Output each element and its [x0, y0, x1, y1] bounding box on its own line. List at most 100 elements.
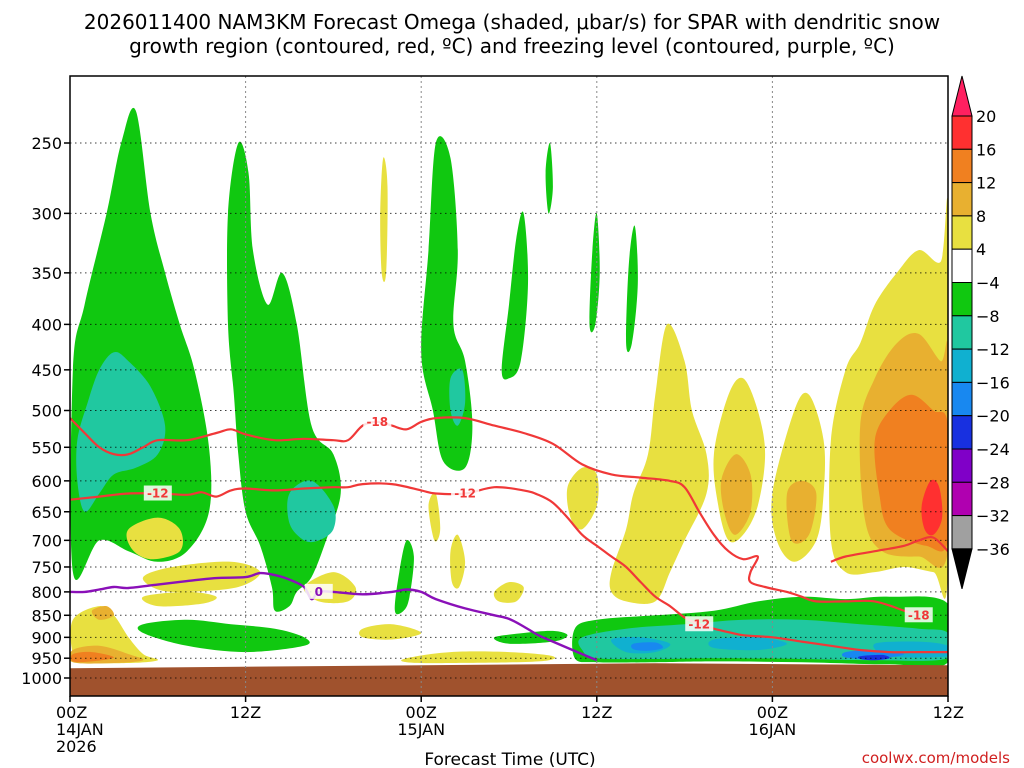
omega-region--8-3	[394, 539, 414, 615]
x-tick-label-12-1: 12Z	[230, 703, 261, 722]
contour-label-5: 0	[315, 585, 323, 599]
colorbar-swatch-6	[951, 282, 973, 317]
plot-frame	[69, 75, 949, 697]
colorbar-label-8: −16	[976, 373, 1010, 392]
credit-link[interactable]: coolwx.com/models	[862, 749, 1010, 767]
colorbar-label-6: −8	[976, 307, 1000, 326]
contour-label-bg-3	[685, 616, 714, 632]
contour-label-bg-2	[451, 485, 480, 501]
x-tick-label-48-1: 00Z	[757, 703, 788, 722]
contour-label-1: -12	[147, 487, 169, 501]
omega-region-8-37	[720, 454, 753, 535]
omega-region--12-11	[76, 352, 166, 513]
omega-region-4-31	[493, 581, 524, 603]
colorbar-label-12: −32	[976, 507, 1010, 526]
x-tick-label-24-1: 00Z	[406, 703, 437, 722]
omega-region-8-38	[786, 480, 817, 544]
colorbar-swatch-4	[951, 215, 973, 250]
dgz-contour-segment-2	[830, 535, 948, 563]
contour-label-3: -12	[688, 617, 710, 631]
y-tick-label-700: 700	[31, 531, 62, 550]
contour-label-bg-4	[904, 607, 933, 623]
y-tick-label-650: 650	[31, 503, 62, 522]
surface-terrain	[70, 663, 948, 696]
colorbar-label-9: −20	[976, 407, 1010, 426]
contour-label-0: -18	[366, 415, 388, 429]
contour-label-bg-1	[143, 485, 172, 501]
y-axis-ticks: 250 300 350 400 450 500 550 600 650 700 750 800 850 9…	[21, 134, 70, 688]
omega-shading	[70, 107, 948, 668]
plot-border	[69, 75, 949, 697]
omega-region-4-21	[126, 517, 183, 560]
colorbar-label-5: −4	[976, 274, 1000, 293]
y-tick-label-550: 550	[31, 438, 62, 457]
contour-label-2: -12	[454, 487, 476, 501]
x-tick-label-0-3: 2026	[56, 737, 97, 756]
y-tick-label-900: 900	[31, 628, 62, 647]
x-axis-label: Forecast Time (UTC)	[424, 750, 595, 768]
y-tick-label-750: 750	[31, 558, 62, 577]
colorbar-swatch-11	[951, 448, 973, 483]
colorbar-label-1: 16	[976, 140, 996, 159]
x-tick-label-24-2: 15JAN	[397, 720, 445, 739]
y-tick-label-250: 250	[31, 134, 62, 153]
omega-region-4-28	[380, 157, 388, 283]
omega-region-4-23	[141, 591, 217, 607]
y-tick-label-1000: 1000	[21, 669, 62, 688]
colorbar-swatch-1	[951, 115, 973, 150]
colorbar-label-2: 12	[976, 174, 996, 193]
omega-region--12-13	[449, 368, 466, 426]
omega-region-4-32	[566, 467, 599, 530]
colorbar-swatch-9	[951, 381, 973, 417]
y-tick-label-350: 350	[31, 264, 62, 283]
chart-title-line2: growth region (contoured, red, ºC) and f…	[129, 34, 895, 58]
colorbar-label-11: −28	[976, 473, 1010, 492]
y-tick-label-600: 600	[31, 472, 62, 491]
colorbar-swatch-2	[951, 148, 973, 184]
grid-lines	[70, 76, 948, 696]
colorbar: 20 16 12 8 4 −4 −8 −12 −16 −20 −24 −28 −32 −36	[951, 75, 1010, 590]
y-tick-label-300: 300	[31, 204, 62, 223]
colorbar-label-10: −24	[976, 440, 1010, 459]
contour-label-bg-5	[304, 583, 333, 599]
colorbar-label-0: 20	[976, 107, 996, 126]
colorbar-swatch-10	[951, 415, 973, 450]
omega-region-4-22	[142, 561, 261, 593]
colorbar-swatch-3	[951, 182, 973, 217]
dgz-contour--12-1	[70, 482, 948, 654]
dgz-contour--18-0	[70, 416, 920, 617]
omega-region--8-4	[501, 211, 529, 380]
colorbar-label-3: 8	[976, 207, 986, 226]
y-tick-label-400: 400	[31, 315, 62, 334]
y-tick-label-450: 450	[31, 361, 62, 380]
y-tick-label-850: 850	[31, 606, 62, 625]
omega-region-16-44	[921, 479, 943, 536]
contour-label-bg-0	[363, 413, 392, 429]
omega-region--16-16	[708, 637, 787, 651]
x-tick-label-0-2: 14JAN	[56, 720, 104, 739]
omega-region-4-26	[359, 624, 422, 640]
y-tick-label-950: 950	[31, 649, 62, 668]
colorbar-bottom-arrow	[951, 548, 973, 590]
omega-region--8-8	[137, 619, 310, 653]
chart-title-line1: 2026011400 NAM3KM Forecast Omega (shaded…	[84, 10, 940, 34]
colorbar-swatch-13	[951, 515, 973, 550]
colorbar-label-7: −12	[976, 340, 1010, 359]
colorbar-label-13: −36	[976, 540, 1010, 559]
contour-label-4: -18	[908, 608, 930, 622]
colorbar-swatch-12	[951, 481, 973, 517]
y-tick-label-500: 500	[31, 402, 62, 421]
x-tick-label-48-2: 16JAN	[749, 720, 797, 739]
x-tick-label-0-1: 00Z	[56, 703, 87, 722]
contour-labels: -18 -12 -12 -12 -18 0	[143, 413, 933, 632]
omega-region--8-7	[626, 225, 638, 353]
x-tick-label-36-1: 12Z	[581, 703, 612, 722]
colorbar-label-4: 4	[976, 240, 986, 259]
omega-region-4-29	[428, 492, 441, 542]
x-tick-label-60-1: 12Z	[933, 703, 964, 722]
y-tick-label-800: 800	[31, 583, 62, 602]
omega-region--24-20	[857, 654, 890, 661]
omega-region-8-41	[91, 605, 115, 620]
